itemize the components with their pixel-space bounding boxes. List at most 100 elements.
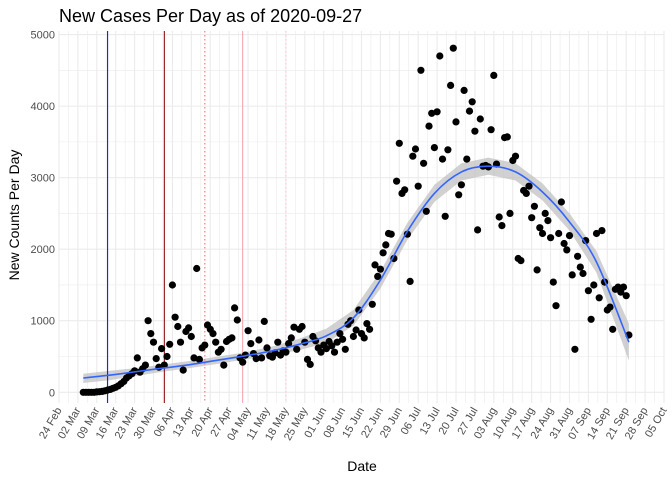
data-point	[263, 344, 271, 352]
data-point	[217, 345, 225, 353]
data-point	[176, 338, 185, 346]
x-axis-title: Date	[347, 458, 377, 474]
data-point	[333, 338, 341, 346]
data-point	[568, 271, 576, 279]
data-point	[528, 214, 536, 222]
data-point	[258, 354, 266, 362]
data-point	[171, 313, 179, 321]
data-point	[574, 252, 582, 260]
y-axis-title: New Counts Per Day	[6, 150, 22, 281]
data-point	[557, 198, 566, 206]
data-point	[463, 155, 471, 163]
data-point	[441, 212, 449, 220]
data-point	[606, 303, 614, 311]
data-point	[579, 269, 587, 278]
data-point	[438, 155, 447, 163]
data-point	[376, 265, 384, 273]
data-point	[336, 330, 344, 338]
data-point	[619, 283, 628, 291]
data-point	[465, 107, 474, 115]
data-point	[449, 44, 457, 52]
y-tick-label: 0	[49, 387, 55, 399]
data-point	[609, 325, 617, 333]
data-point	[255, 336, 263, 344]
data-point	[244, 327, 252, 335]
scatter-points	[79, 44, 633, 396]
data-point	[201, 341, 209, 349]
data-point	[306, 360, 314, 368]
data-point	[406, 277, 414, 285]
y-tick-label: 2000	[31, 244, 55, 256]
data-point	[549, 278, 557, 286]
data-point	[220, 361, 228, 369]
data-point	[476, 115, 484, 123]
data-point	[530, 202, 539, 210]
data-point	[144, 317, 152, 325]
data-point	[285, 340, 293, 348]
y-tick-labels: 0 1000 2000 3000 4000 5000	[31, 30, 55, 400]
data-point	[582, 237, 590, 245]
data-point	[152, 355, 160, 363]
data-point	[149, 338, 158, 346]
data-point	[533, 266, 541, 274]
data-point	[387, 230, 395, 238]
data-point	[420, 159, 428, 167]
data-point	[166, 340, 174, 348]
data-point	[401, 186, 409, 194]
data-point	[598, 227, 606, 235]
data-point	[511, 152, 520, 160]
data-point	[544, 217, 552, 225]
y-tick-label: 1000	[31, 316, 55, 328]
y-tick-label: 3000	[31, 173, 55, 185]
data-point	[328, 342, 336, 350]
data-point	[158, 345, 166, 353]
data-point	[349, 332, 357, 341]
data-point	[552, 302, 560, 310]
data-point	[495, 213, 503, 221]
data-point	[147, 330, 155, 338]
grid	[58, 31, 665, 403]
data-point	[563, 246, 571, 254]
data-point	[366, 325, 374, 333]
data-point	[587, 315, 595, 323]
data-point	[395, 139, 403, 147]
data-point	[352, 326, 360, 334]
data-point	[393, 177, 401, 185]
data-point	[371, 261, 379, 269]
data-point	[584, 287, 593, 295]
data-point	[565, 232, 574, 240]
data-point	[374, 272, 382, 280]
data-point	[233, 316, 241, 324]
data-point	[290, 323, 298, 331]
data-point	[293, 345, 301, 353]
data-point	[536, 224, 544, 232]
data-point	[452, 118, 460, 126]
data-point	[411, 145, 420, 153]
data-point	[282, 348, 290, 356]
data-point	[339, 335, 347, 343]
data-point	[455, 191, 463, 199]
data-point	[212, 338, 220, 346]
data-point	[260, 317, 268, 325]
data-point	[538, 229, 547, 238]
data-point	[560, 239, 568, 248]
data-point	[252, 355, 260, 363]
data-point	[409, 152, 417, 160]
data-point	[487, 126, 495, 134]
data-point	[403, 230, 411, 238]
data-point	[163, 352, 171, 361]
data-point	[447, 81, 455, 89]
data-point	[360, 334, 368, 342]
data-point	[444, 146, 452, 154]
data-point	[595, 294, 603, 302]
data-point	[474, 226, 482, 234]
data-point	[425, 122, 433, 130]
data-point	[363, 320, 371, 328]
data-point	[417, 66, 425, 74]
data-point	[187, 332, 195, 341]
data-point	[460, 86, 468, 94]
data-point	[179, 366, 187, 374]
data-point	[498, 222, 506, 230]
data-point	[317, 348, 325, 356]
